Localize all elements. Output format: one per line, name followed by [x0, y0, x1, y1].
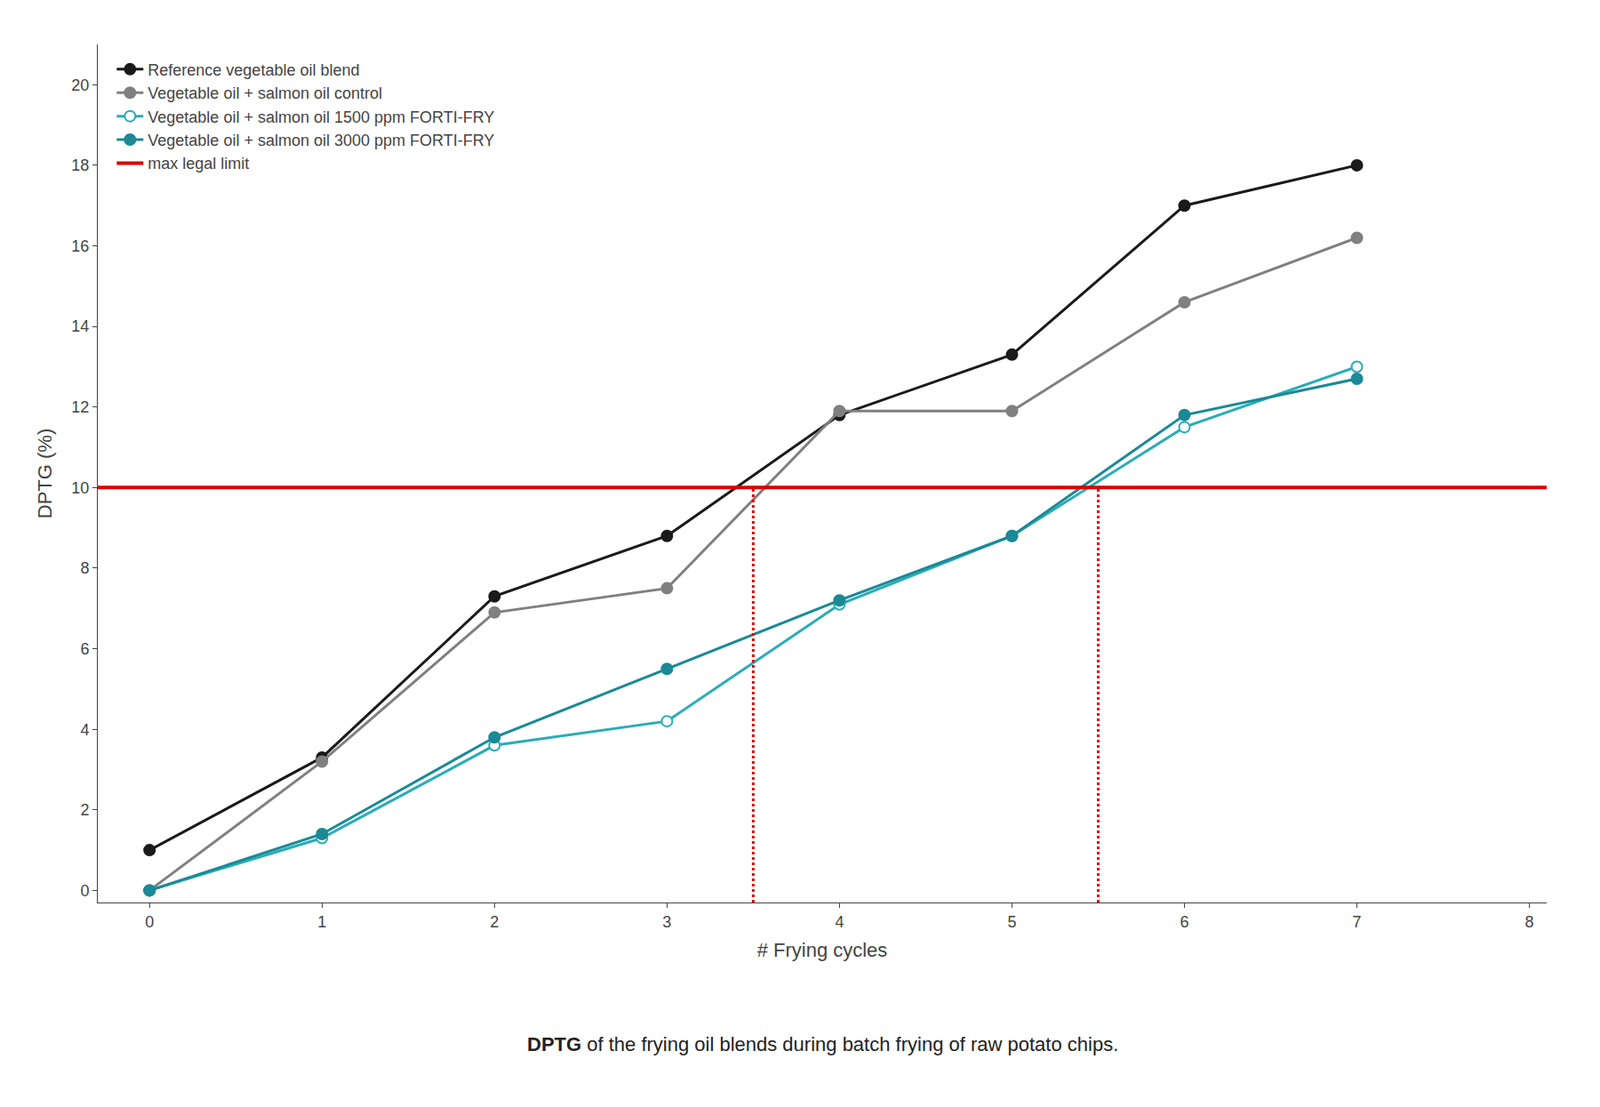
svg-text:7: 7 [1352, 912, 1362, 931]
svg-text:# Frying cycles: # Frying cycles [757, 938, 888, 961]
svg-text:max legal limit: max legal limit [147, 154, 249, 173]
svg-text:Reference vegetable oil blend: Reference vegetable oil blend [147, 61, 360, 80]
svg-text:4: 4 [80, 720, 89, 738]
svg-text:0: 0 [80, 881, 89, 900]
svg-text:1: 1 [317, 912, 327, 931]
svg-text:8: 8 [80, 559, 89, 577]
svg-text:10: 10 [71, 479, 89, 497]
svg-text:0: 0 [144, 912, 154, 931]
svg-text:14: 14 [71, 317, 89, 336]
svg-text:Vegetable oil + salmon oil con: Vegetable oil + salmon oil control [147, 84, 383, 103]
svg-text:12: 12 [71, 398, 89, 416]
svg-text:6: 6 [1179, 912, 1189, 931]
svg-text:DPTG of the frying oil blends: DPTG of the frying oil blends during bat… [527, 1032, 1119, 1056]
svg-text:6: 6 [80, 640, 89, 658]
svg-text:20: 20 [71, 76, 89, 95]
svg-text:18: 18 [71, 156, 89, 175]
svg-text:Vegetable oil + salmon oil 150: Vegetable oil + salmon oil 1500 ppm FORT… [147, 108, 495, 127]
svg-text:2: 2 [489, 912, 499, 931]
svg-text:4: 4 [834, 912, 844, 931]
svg-text:3: 3 [662, 912, 672, 931]
svg-text:16: 16 [71, 237, 89, 256]
svg-text:Vegetable oil + salmon oil 300: Vegetable oil + salmon oil 3000 ppm FORT… [147, 131, 495, 150]
svg-text:DPTG (%): DPTG (%) [33, 428, 56, 519]
svg-text:2: 2 [80, 800, 89, 819]
svg-text:8: 8 [1525, 912, 1535, 931]
svg-text:5: 5 [1007, 912, 1016, 931]
